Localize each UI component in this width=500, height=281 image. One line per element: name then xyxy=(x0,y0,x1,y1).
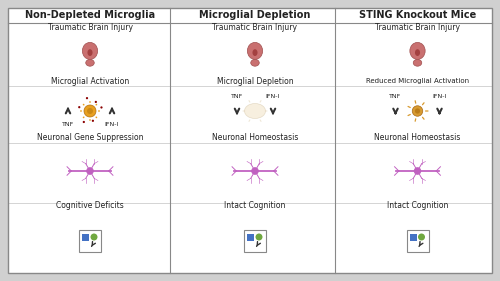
FancyBboxPatch shape xyxy=(406,230,428,252)
Circle shape xyxy=(100,106,102,108)
Text: TNF: TNF xyxy=(231,94,243,99)
Ellipse shape xyxy=(251,59,259,66)
Circle shape xyxy=(90,234,98,241)
Circle shape xyxy=(78,106,80,108)
Text: Neuronal Homeostasis: Neuronal Homeostasis xyxy=(374,133,460,142)
Text: TNF: TNF xyxy=(390,94,402,99)
Circle shape xyxy=(256,234,262,241)
Ellipse shape xyxy=(88,49,92,56)
Text: Intact Cognition: Intact Cognition xyxy=(387,201,448,210)
Text: Microglial Depletion: Microglial Depletion xyxy=(216,76,294,85)
Circle shape xyxy=(92,120,94,122)
Text: Neuronal Homeostasis: Neuronal Homeostasis xyxy=(212,133,298,142)
FancyBboxPatch shape xyxy=(244,230,266,252)
Text: Traumatic Brain Injury: Traumatic Brain Injury xyxy=(212,24,298,33)
Text: Microglial Activation: Microglial Activation xyxy=(51,76,129,85)
FancyBboxPatch shape xyxy=(410,234,416,241)
FancyBboxPatch shape xyxy=(247,234,254,241)
Text: Traumatic Brain Injury: Traumatic Brain Injury xyxy=(48,24,132,33)
FancyBboxPatch shape xyxy=(8,8,492,273)
Text: TNF: TNF xyxy=(62,123,74,128)
Ellipse shape xyxy=(413,59,422,66)
Circle shape xyxy=(82,121,85,123)
Circle shape xyxy=(86,97,88,99)
Text: Microglial Depletion: Microglial Depletion xyxy=(200,10,310,21)
Text: Traumatic Brain Injury: Traumatic Brain Injury xyxy=(375,24,460,33)
Circle shape xyxy=(94,101,97,103)
Text: IFN-I: IFN-I xyxy=(266,94,280,99)
Circle shape xyxy=(86,167,94,175)
Circle shape xyxy=(87,108,93,114)
FancyBboxPatch shape xyxy=(82,234,89,241)
Text: IFN-I: IFN-I xyxy=(432,94,446,99)
Text: Non-Depleted Microglia: Non-Depleted Microglia xyxy=(25,10,155,21)
Text: IFN-I: IFN-I xyxy=(105,123,119,128)
FancyBboxPatch shape xyxy=(79,230,101,252)
Ellipse shape xyxy=(248,42,262,59)
Ellipse shape xyxy=(410,42,425,59)
Circle shape xyxy=(418,234,425,241)
Circle shape xyxy=(414,167,421,175)
Ellipse shape xyxy=(252,49,258,56)
Circle shape xyxy=(412,106,423,116)
Ellipse shape xyxy=(82,42,98,59)
Ellipse shape xyxy=(244,103,266,119)
Circle shape xyxy=(84,105,96,117)
Circle shape xyxy=(415,108,420,114)
Ellipse shape xyxy=(415,49,420,56)
Ellipse shape xyxy=(86,59,94,66)
Text: Reduced Microglial Activation: Reduced Microglial Activation xyxy=(366,78,469,84)
Text: Intact Cognition: Intact Cognition xyxy=(224,201,286,210)
Text: Neuronal Gene Suppression: Neuronal Gene Suppression xyxy=(37,133,144,142)
Text: STING Knockout Mice: STING Knockout Mice xyxy=(359,10,476,21)
Circle shape xyxy=(252,167,258,175)
Text: Cognitive Deficits: Cognitive Deficits xyxy=(56,201,124,210)
